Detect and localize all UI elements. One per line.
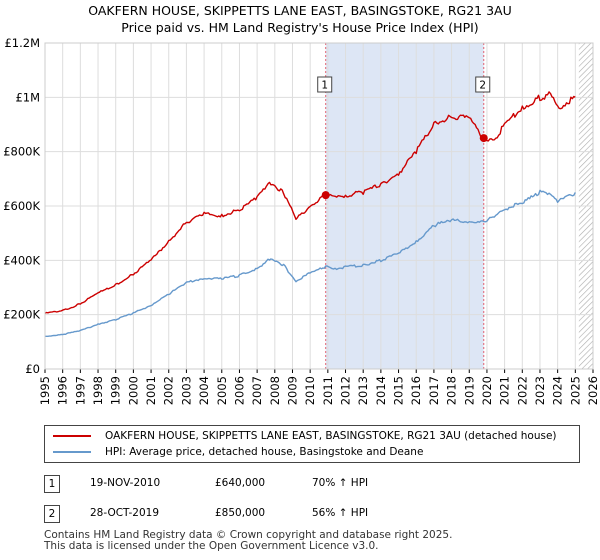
y-tick-label: £400K xyxy=(3,253,40,267)
footer: Contains HM Land Registry data © Crown c… xyxy=(44,530,452,552)
transaction-marker-label: 2 xyxy=(479,80,486,92)
y-tick-label: £800K xyxy=(3,145,40,159)
transaction-date: 28-OCT-2019 xyxy=(90,507,159,519)
x-tick-label: 2002 xyxy=(162,376,176,405)
y-tick-label: £0 xyxy=(25,362,40,376)
x-tick-label: 2014 xyxy=(374,376,388,405)
x-tick-label: 2012 xyxy=(339,376,353,405)
x-tick-label: 2026 xyxy=(586,376,600,405)
x-tick-label: 2008 xyxy=(268,376,282,405)
chart-title-line1: OAKFERN HOUSE, SKIPPETTS LANE EAST, BASI… xyxy=(88,3,512,18)
x-tick-label: 2004 xyxy=(197,376,211,405)
table-row: 2 28-OCT-2019 £850,000 56% ↑ HPI xyxy=(0,505,600,525)
transaction-marker-box xyxy=(317,76,333,93)
series-line-hpi xyxy=(45,189,576,337)
y-tick-label: £1M xyxy=(15,90,40,104)
x-tick-label: 1997 xyxy=(73,376,87,405)
transaction-hpi: 70% ↑ HPI xyxy=(312,477,369,489)
x-tick-label: 2005 xyxy=(215,376,229,405)
x-tick-label: 2021 xyxy=(498,376,512,405)
x-tick-label: 2015 xyxy=(392,376,406,405)
legend-swatch-hpi xyxy=(53,451,91,453)
x-tick-label: 2018 xyxy=(445,376,459,405)
x-tick-label: 2007 xyxy=(250,376,264,405)
x-tick-label: 2000 xyxy=(126,376,140,405)
x-tick-label: 1998 xyxy=(91,376,105,405)
x-tick-label: 2009 xyxy=(285,376,299,405)
legend: OAKFERN HOUSE, SKIPPETTS LANE EAST, BASI… xyxy=(44,425,580,463)
x-tick-label: 2019 xyxy=(462,376,476,405)
x-tick-label: 2010 xyxy=(303,376,317,405)
transaction-hpi: 56% ↑ HPI xyxy=(312,507,369,519)
transaction-badge: 2 xyxy=(44,505,60,523)
table-row: 1 19-NOV-2010 £640,000 70% ↑ HPI xyxy=(0,475,600,495)
x-tick-label: 2006 xyxy=(232,376,246,405)
x-tick-label: 2017 xyxy=(427,376,441,405)
transaction-price: £640,000 xyxy=(215,477,266,489)
x-tick-label: 1999 xyxy=(109,376,123,405)
plot-border xyxy=(44,42,594,370)
x-tick-label: 1996 xyxy=(56,376,70,405)
footer-line2: This data is licensed under the Open Gov… xyxy=(44,540,379,552)
y-tick-label: £1.2M xyxy=(4,36,40,50)
x-tick-label: 2022 xyxy=(515,376,529,405)
x-tick-label: 1995 xyxy=(38,376,52,405)
legend-label-hpi: HPI: Average price, detached house, Basi… xyxy=(105,446,424,458)
x-tick-label: 2020 xyxy=(480,376,494,405)
transaction-price: £850,000 xyxy=(215,507,266,519)
y-tick-label: £200K xyxy=(3,308,40,322)
x-tick-label: 2003 xyxy=(179,376,193,405)
x-tick-label: 2023 xyxy=(533,376,547,405)
legend-item-property: OAKFERN HOUSE, SKIPPETTS LANE EAST, BASI… xyxy=(53,428,557,444)
x-tick-label: 2024 xyxy=(551,376,565,405)
transaction-marker-label: 1 xyxy=(321,80,328,92)
transaction-marker-dot xyxy=(479,134,488,143)
x-tick-label: 2011 xyxy=(321,376,335,405)
x-tick-label: 2013 xyxy=(356,376,370,405)
transaction-badge: 1 xyxy=(44,475,60,493)
legend-item-hpi: HPI: Average price, detached house, Basi… xyxy=(53,444,423,460)
price-chart: 1 2 £0 £200K £400K £600K £800K £1M £1.2M 1995 199… xyxy=(3,36,600,405)
x-tick-label: 2001 xyxy=(144,376,158,405)
legend-swatch-property xyxy=(53,435,91,437)
transaction-marker-dot xyxy=(321,191,330,200)
x-tick-label: 2025 xyxy=(568,376,582,405)
y-tick-label: £600K xyxy=(3,199,40,213)
x-tick-label: 2016 xyxy=(409,376,423,405)
chart-title-line2: Price paid vs. HM Land Registry's House … xyxy=(121,20,479,35)
transaction-date: 19-NOV-2010 xyxy=(90,477,161,489)
transaction-marker-box xyxy=(475,76,491,93)
legend-label-property: OAKFERN HOUSE, SKIPPETTS LANE EAST, BASI… xyxy=(105,430,557,442)
footer-line1: Contains HM Land Registry data © Crown c… xyxy=(44,529,453,541)
